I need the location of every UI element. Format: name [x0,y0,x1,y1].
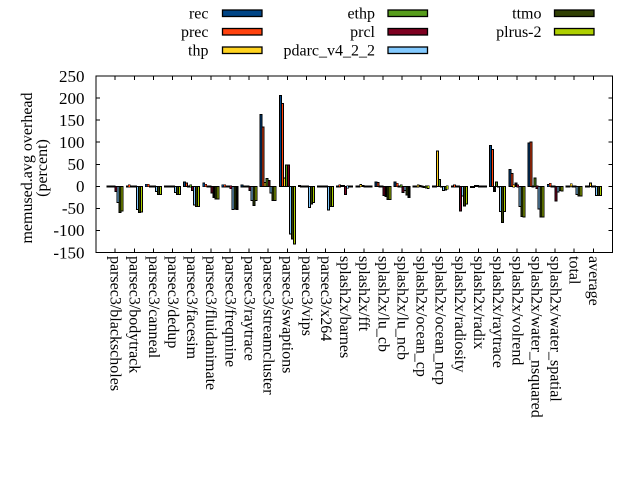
svg-text:-100: -100 [53,221,84,240]
svg-text:parsec3/fluidanimate: parsec3/fluidanimate [202,256,219,390]
svg-text:250: 250 [59,67,85,86]
svg-text:parsec3/raytrace: parsec3/raytrace [240,256,257,361]
svg-text:splash2x/barnes: splash2x/barnes [336,256,353,358]
svg-text:parsec3/facesim: parsec3/facesim [183,256,200,360]
svg-text:total: total [566,256,583,285]
svg-text:ttmo: ttmo [512,6,541,23]
svg-text:100: 100 [59,133,85,152]
svg-text:(percent): (percent) [34,139,51,197]
svg-text:parsec3/freqmine: parsec3/freqmine [221,256,238,367]
svg-text:memused.avg overhead: memused.avg overhead [19,92,36,243]
svg-text:parsec3/swaptions: parsec3/swaptions [279,256,296,373]
svg-text:splash2x/radix: splash2x/radix [470,256,487,349]
svg-text:50: 50 [68,155,85,174]
svg-text:rec: rec [189,6,209,23]
svg-text:splash2x/ocean_ncp: splash2x/ocean_ncp [432,256,449,385]
svg-text:prec: prec [181,24,209,41]
svg-text:thp: thp [188,43,208,60]
svg-text:splash2x/water_nsquared: splash2x/water_nsquared [527,256,544,418]
svg-text:-50: -50 [62,199,85,218]
svg-text:splash2x/lu_cb: splash2x/lu_cb [374,256,391,352]
svg-text:parsec3/dedup: parsec3/dedup [164,256,181,348]
svg-text:splash2x/water_spatial: splash2x/water_spatial [547,256,564,402]
svg-text:splash2x/raytrace: splash2x/raytrace [489,256,506,368]
svg-text:-150: -150 [53,243,84,262]
svg-text:ethp: ethp [347,6,375,23]
svg-text:parsec3/blackscholes: parsec3/blackscholes [107,256,124,391]
svg-text:parsec3/vips: parsec3/vips [298,256,315,336]
svg-text:parsec3/bodytrack: parsec3/bodytrack [126,256,143,373]
svg-text:parsec3/x264: parsec3/x264 [317,256,334,341]
svg-text:splash2x/ocean_cp: splash2x/ocean_cp [413,256,430,377]
svg-text:splash2x/radiosity: splash2x/radiosity [451,256,468,372]
svg-text:splash2x/fft: splash2x/fft [355,256,372,332]
svg-text:200: 200 [59,89,85,108]
svg-text:0: 0 [76,177,85,196]
svg-text:plrus-2: plrus-2 [496,24,541,41]
svg-text:splash2x/volrend: splash2x/volrend [508,256,525,365]
svg-text:150: 150 [59,111,85,130]
svg-text:parsec3/streamcluster: parsec3/streamcluster [260,256,277,395]
svg-text:average: average [585,256,602,306]
svg-text:splash2x/lu_ncb: splash2x/lu_ncb [393,256,410,360]
svg-text:parsec3/canneal: parsec3/canneal [145,256,162,359]
svg-text:prcl: prcl [350,24,375,41]
svg-text:pdarc_v4_2_2: pdarc_v4_2_2 [283,43,375,60]
